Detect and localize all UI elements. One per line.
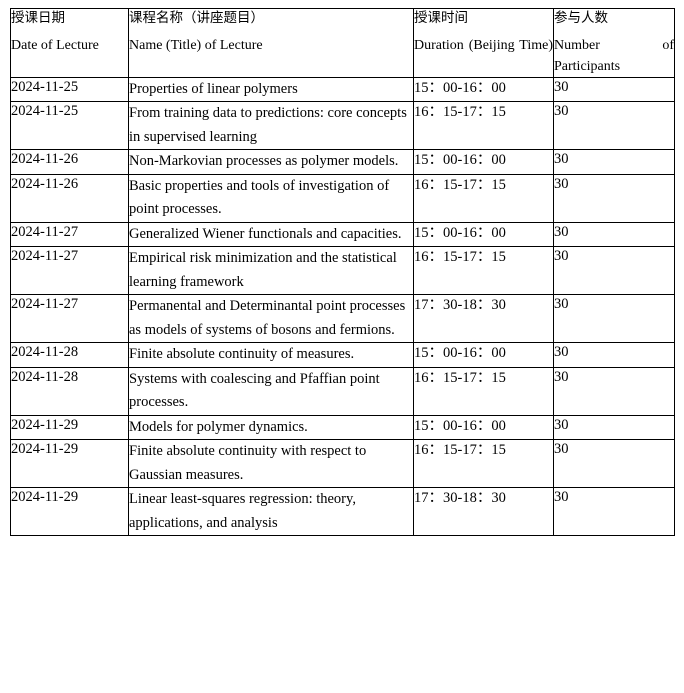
cell-lecture-name: Linear least-squares regression: theory,… <box>128 487 414 537</box>
table-row: 2024-11-27 Generalized Wiener functionals… <box>10 221 675 248</box>
cell-duration: 15：00-16：00 <box>413 149 554 175</box>
table-row: 2024-11-26 Basic properties and tools of … <box>10 173 675 223</box>
column-header-cn: 授课时间 <box>414 10 468 26</box>
table-row: 2024-11-27 Empirical risk minimization an… <box>10 246 675 296</box>
cell-date: 2024-11-25 <box>10 76 129 103</box>
cell-lecture-name: From training data to predictions: core … <box>128 101 414 151</box>
cell-lecture-name: Permanental and Determinantal point proc… <box>128 294 414 344</box>
column-header-date-of-lecture: 授课日期 Date of Lecture <box>10 8 129 78</box>
cell-duration: 16：15-17：15 <box>413 173 554 223</box>
cell-participants: 30 <box>553 487 675 537</box>
cell-lecture-name: Finite absolute continuity with respect … <box>128 439 414 489</box>
table-row: 2024-11-28 Systems with coalescing and Pf… <box>10 366 675 416</box>
cell-lecture-name: Basic properties and tools of investigat… <box>128 173 414 223</box>
table-header-row: 授课日期 Date of Lecture 课程名称（讲座题目） Name (Title… <box>10 8 675 78</box>
cell-duration: 16：15-17：15 <box>413 366 554 416</box>
cell-participants: 30 <box>553 294 675 344</box>
cell-date: 2024-11-27 <box>10 246 129 296</box>
table-row: 2024-11-27 Permanental and Determinantal … <box>10 294 675 344</box>
table-row: 2024-11-29 Finite absolute continuity wit… <box>10 439 675 489</box>
cell-date: 2024-11-29 <box>10 414 129 441</box>
cell-participants: 30 <box>553 342 675 368</box>
cell-participants: 30 <box>553 101 675 151</box>
table-header: 授课日期 Date of Lecture 课程名称（讲座题目） Name (Title… <box>10 8 675 78</box>
cell-duration: 17：30-18：30 <box>413 487 554 537</box>
cell-participants: 30 <box>553 246 675 296</box>
table-row: 2024-11-26 Non-Markovian processes as pol… <box>10 149 675 175</box>
cell-lecture-name: Finite absolute continuity of measures. <box>128 342 414 368</box>
cell-participants: 30 <box>553 173 675 223</box>
cell-duration: 15：00-16：00 <box>413 221 554 248</box>
cell-participants: 30 <box>553 366 675 416</box>
cell-date: 2024-11-27 <box>10 294 129 344</box>
column-header-cn: 课程名称（讲座题目） <box>129 10 264 26</box>
table-body: 2024-11-25 Properties of linear polymers 1… <box>10 76 675 537</box>
cell-date: 2024-11-28 <box>10 342 129 368</box>
table-row: 2024-11-29 Linear least-squares regressio… <box>10 487 675 537</box>
cell-duration: 15：00-16：00 <box>413 76 554 103</box>
cell-duration: 16：15-17：15 <box>413 439 554 489</box>
column-header-en: Name (Title) of Lecture <box>129 38 263 54</box>
table-row: 2024-11-28 Finite absolute continuity of … <box>10 342 675 368</box>
column-header-number-of-participants: 参与人数 Number of Participants <box>553 8 675 78</box>
cell-lecture-name: Properties of linear polymers <box>128 76 414 103</box>
cell-duration: 15：00-16：00 <box>413 342 554 368</box>
cell-date: 2024-11-26 <box>10 173 129 223</box>
table-row: 2024-11-25 Properties of linear polymers 1… <box>10 76 675 103</box>
column-header-en: Number of Participants <box>554 38 674 74</box>
table-row: 2024-11-25 From training data to predicti… <box>10 101 675 151</box>
cell-lecture-name: Models for polymer dynamics. <box>128 414 414 441</box>
cell-participants: 30 <box>553 149 675 175</box>
table-row: 2024-11-29 Models for polymer dynamics. 15… <box>10 414 675 441</box>
cell-date: 2024-11-29 <box>10 487 129 537</box>
cell-date: 2024-11-29 <box>10 439 129 489</box>
cell-participants: 30 <box>553 414 675 441</box>
cell-participants: 30 <box>553 221 675 248</box>
lecture-schedule-table: 授课日期 Date of Lecture 课程名称（讲座题目） Name (Title… <box>10 8 675 537</box>
cell-participants: 30 <box>553 439 675 489</box>
column-header-en: Duration (Beijing Time) <box>414 38 553 54</box>
cell-date: 2024-11-27 <box>10 221 129 248</box>
cell-duration: 17：30-18：30 <box>413 294 554 344</box>
cell-lecture-name: Systems with coalescing and Pfaffian poi… <box>128 366 414 416</box>
cell-lecture-name: Generalized Wiener functionals and capac… <box>128 221 414 248</box>
cell-date: 2024-11-28 <box>10 366 129 416</box>
column-header-en: Date of Lecture <box>11 38 99 54</box>
cell-participants: 30 <box>553 76 675 103</box>
column-header-duration-beijing-time: 授课时间 Duration (Beijing Time) <box>413 8 554 78</box>
cell-duration: 16：15-17：15 <box>413 101 554 151</box>
column-header-cn: 参与人数 <box>554 10 608 26</box>
cell-duration: 15：00-16：00 <box>413 414 554 441</box>
column-header-name-of-lecture: 课程名称（讲座题目） Name (Title) of Lecture <box>128 8 414 78</box>
cell-date: 2024-11-25 <box>10 101 129 151</box>
cell-duration: 16：15-17：15 <box>413 246 554 296</box>
column-header-cn: 授课日期 <box>11 10 65 26</box>
cell-date: 2024-11-26 <box>10 149 129 175</box>
cell-lecture-name: Non-Markovian processes as polymer model… <box>128 149 414 175</box>
cell-lecture-name: Empirical risk minimization and the stat… <box>128 246 414 296</box>
